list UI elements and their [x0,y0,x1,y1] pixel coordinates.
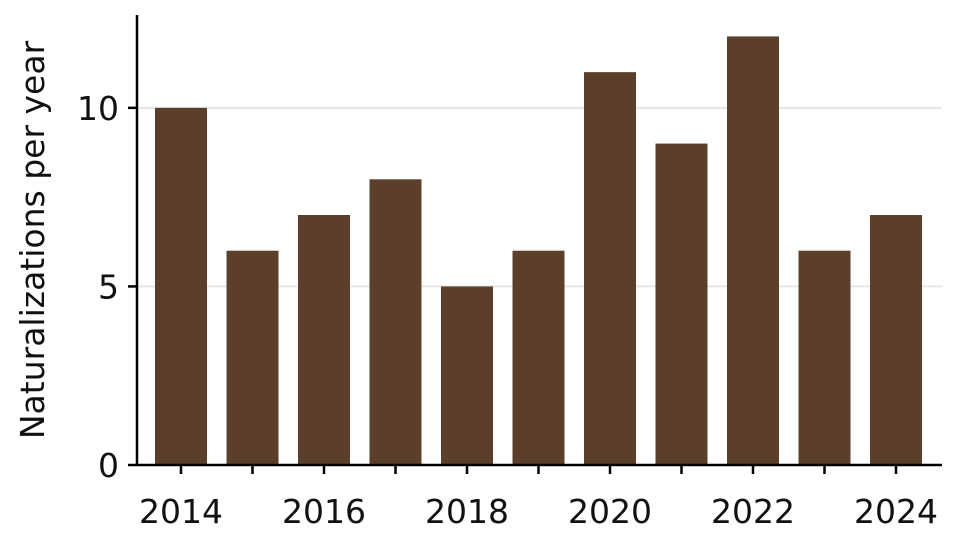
x-tick-label: 2020 [568,492,652,531]
bar-2023 [798,250,851,465]
bar-2020 [584,72,636,466]
bar-2017 [369,179,422,466]
bar-2021 [655,143,708,466]
x-tick-label: 2016 [282,492,366,531]
x-tick-label: 2024 [854,492,938,531]
ticks: 0 5 10 2014 2016 2018 2020 2022 2024 [77,89,938,531]
bars [155,36,922,466]
x-tick-label: 2014 [139,492,223,531]
bar-2022 [727,36,779,466]
bar-2016 [298,215,350,465]
y-axis-title: Naturalizations per year [13,40,52,439]
bar-2024 [870,215,922,465]
x-tick-label: 2018 [425,492,509,531]
y-tick-label: 0 [98,446,119,485]
bar-2018 [441,286,493,465]
bar-2015 [226,250,279,465]
bar-2019 [512,250,565,465]
y-tick-label: 5 [98,267,119,306]
x-tick-label: 2022 [711,492,795,531]
y-tick-label: 10 [77,89,119,128]
bar-2014 [155,107,207,465]
